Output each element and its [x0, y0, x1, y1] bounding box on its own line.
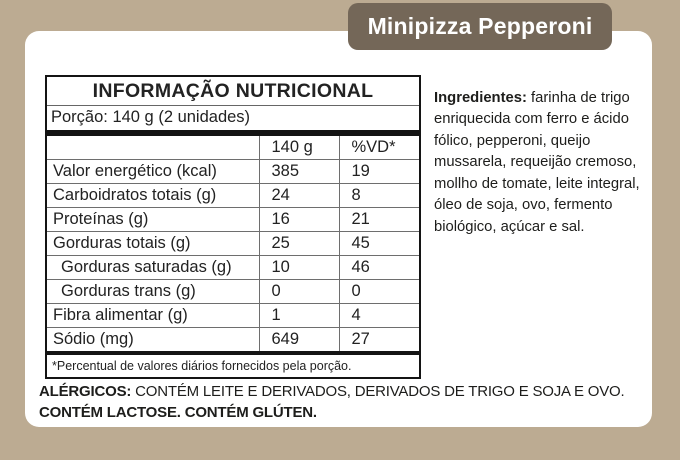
table-row: Valor energético (kcal) 385 19	[47, 159, 419, 184]
daily-value-footnote: *Percentual de valores diários fornecido…	[52, 359, 352, 373]
allergens-line1: CONTÉM LEITE E DERIVADOS, DERIVADOS DE T…	[131, 383, 625, 400]
nutrient-amount: 24	[258, 183, 339, 208]
column-header-amount: 140 g	[258, 136, 339, 160]
nutrient-daily-value: 4	[338, 303, 419, 328]
nutrient-daily-value: 19	[338, 159, 419, 184]
nutrient-label: Sódio (mg)	[47, 327, 259, 351]
allergens-line2: CONTÉM LACTOSE. CONTÉM GLÚTEN.	[39, 404, 317, 421]
nutrient-amount: 385	[258, 159, 339, 184]
allergens-label: ALÉRGICOS:	[39, 383, 132, 400]
nutrient-daily-value: 21	[338, 207, 419, 232]
nutrient-daily-value: 0	[338, 279, 419, 304]
footnote-divider	[47, 351, 419, 355]
nutrient-label: Gorduras saturadas (g)	[47, 255, 259, 280]
nutrition-facts-table: INFORMAÇÃO NUTRICIONAL Porção: 140 g (2 …	[45, 75, 421, 379]
table-row: Fibra alimentar (g) 1 4	[47, 303, 419, 328]
nutrient-amount: 16	[258, 207, 339, 232]
nutrient-daily-value: 8	[338, 183, 419, 208]
table-row: Sódio (mg) 649 27	[47, 327, 419, 351]
nutrient-amount: 0	[258, 279, 339, 304]
nutrient-label: Fibra alimentar (g)	[47, 303, 259, 328]
ingredients-label: Ingredientes:	[434, 89, 527, 106]
table-row: Gorduras trans (g) 0 0	[47, 279, 419, 304]
nutrient-amount: 1	[258, 303, 339, 328]
nutrient-label: Gorduras totais (g)	[47, 231, 259, 256]
table-row: Gorduras totais (g) 25 45	[47, 231, 419, 256]
column-header-daily-value: %VD*	[338, 136, 419, 160]
nutrient-label: Proteínas (g)	[47, 207, 259, 232]
nutrient-amount: 10	[258, 255, 339, 280]
nutrient-daily-value: 45	[338, 231, 419, 256]
ingredients-text: farinha de trigo enriquecida com ferro e…	[434, 89, 640, 235]
nutrient-amount: 25	[258, 231, 339, 256]
product-title-badge: Minipizza Pepperoni	[348, 3, 612, 50]
table-row: Proteínas (g) 16 21	[47, 207, 419, 232]
nutrient-label: Gorduras trans (g)	[47, 279, 259, 304]
nutrient-amount: 649	[258, 327, 339, 351]
nutrient-daily-value: 27	[338, 327, 419, 351]
product-title: Minipizza Pepperoni	[367, 13, 593, 39]
nutrition-rows: Valor energético (kcal) 385 19 Carboidratos…	[47, 159, 419, 351]
table-divider-thick	[47, 130, 419, 136]
portion-size: Porção: 140 g (2 unidades)	[51, 108, 251, 126]
ingredients-paragraph: Ingredientes: farinha de trigo enriqueci…	[434, 88, 646, 239]
nutrient-label: Valor energético (kcal)	[47, 159, 259, 184]
table-header-row: 140 g %VD*	[47, 136, 419, 160]
nutrition-table: 140 g %VD* Valor energético (kcal) 385 19 C…	[47, 136, 419, 351]
table-row: Gorduras saturadas (g) 10 46	[47, 255, 419, 280]
nutrient-daily-value: 46	[338, 255, 419, 280]
nutrition-table-title: INFORMAÇÃO NUTRICIONAL	[47, 77, 419, 106]
allergens-block: ALÉRGICOS: CONTÉM LEITE E DERIVADOS, DER…	[39, 381, 639, 423]
column-header-nutrient	[47, 136, 259, 160]
nutrient-label: Carboidratos totais (g)	[47, 183, 259, 208]
table-row: Carboidratos totais (g) 24 8	[47, 183, 419, 208]
label-card: INFORMAÇÃO NUTRICIONAL Porção: 140 g (2 …	[25, 31, 652, 427]
